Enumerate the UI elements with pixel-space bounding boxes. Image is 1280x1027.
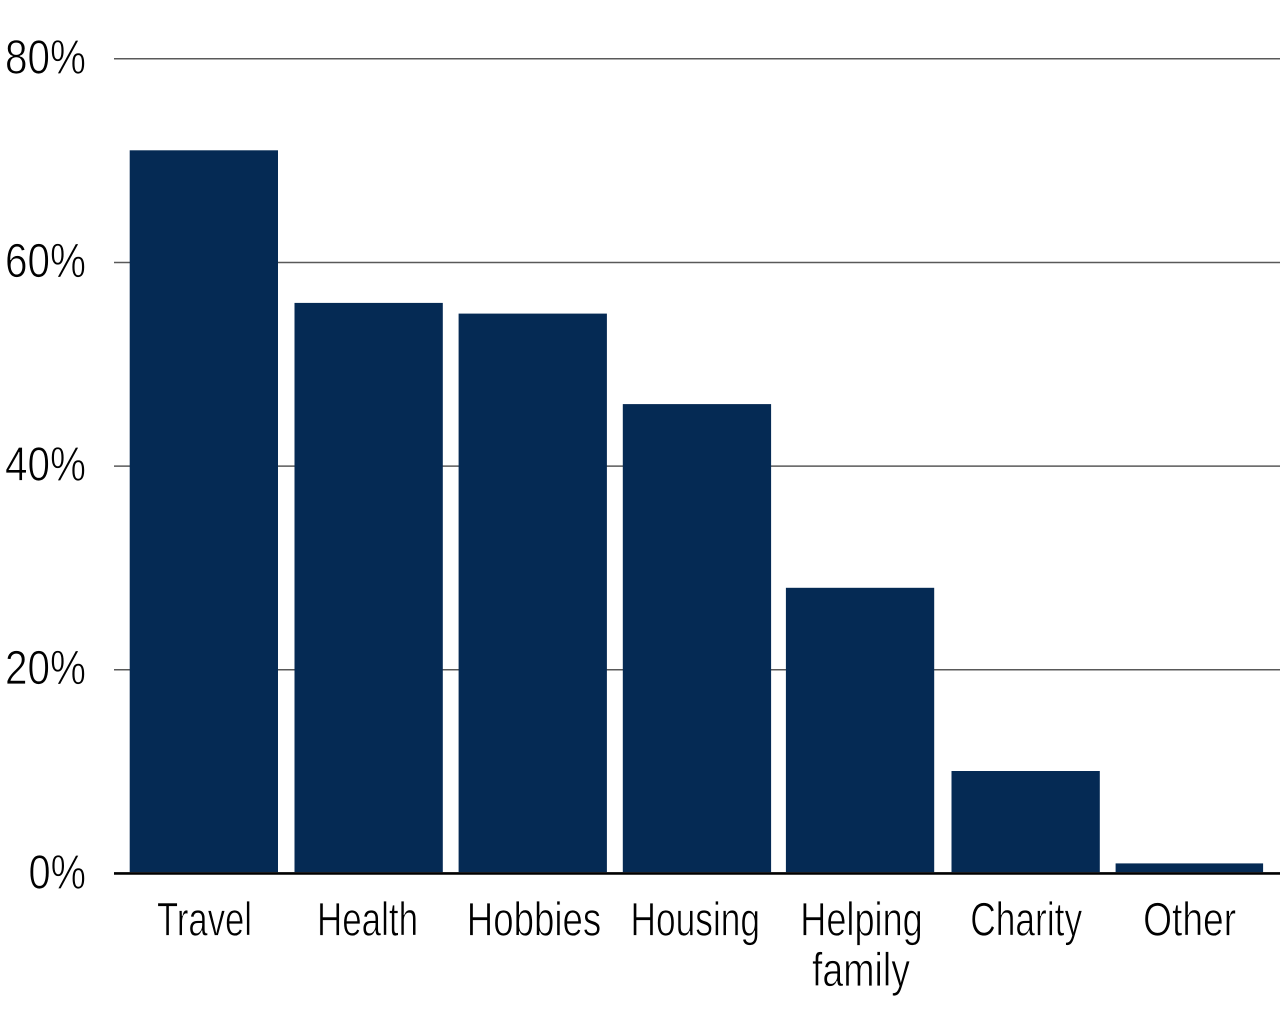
svg-text:Travel: Travel — [157, 893, 252, 946]
svg-text:80%: 80% — [5, 31, 86, 84]
svg-text:0%: 0% — [29, 846, 87, 899]
svg-text:Helping: Helping — [800, 893, 923, 946]
svg-text:Hobbies: Hobbies — [467, 893, 602, 946]
svg-text:Housing: Housing — [631, 893, 761, 946]
svg-text:20%: 20% — [5, 642, 86, 695]
svg-text:60%: 60% — [5, 235, 86, 288]
svg-text:40%: 40% — [5, 439, 86, 492]
svg-text:Charity: Charity — [970, 893, 1082, 946]
svg-text:Other: Other — [1143, 893, 1236, 946]
svg-text:family: family — [812, 943, 910, 996]
svg-text:Health: Health — [317, 893, 418, 946]
